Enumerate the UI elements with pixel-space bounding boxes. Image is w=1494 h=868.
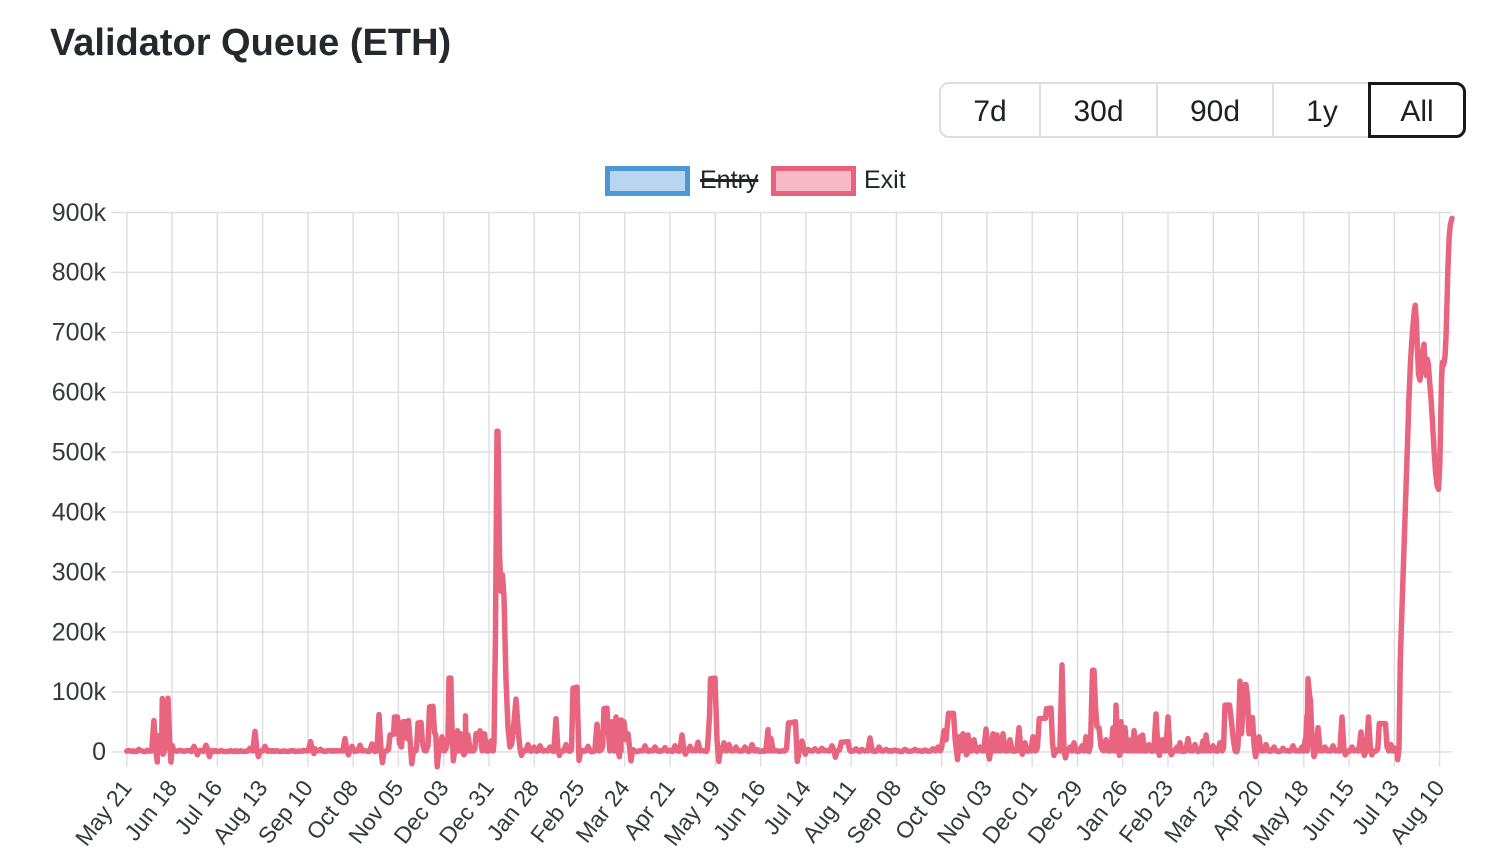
svg-text:400k: 400k	[52, 498, 107, 526]
svg-text:500k: 500k	[52, 439, 107, 467]
svg-text:100k: 100k	[52, 678, 107, 706]
svg-text:700k: 700k	[52, 319, 107, 347]
svg-text:900k: 900k	[52, 199, 107, 227]
svg-text:May 21: May 21	[70, 775, 137, 850]
svg-text:200k: 200k	[52, 618, 107, 646]
svg-text:0: 0	[92, 738, 106, 766]
svg-text:600k: 600k	[52, 379, 107, 407]
svg-text:800k: 800k	[52, 259, 107, 287]
svg-text:300k: 300k	[52, 558, 107, 586]
